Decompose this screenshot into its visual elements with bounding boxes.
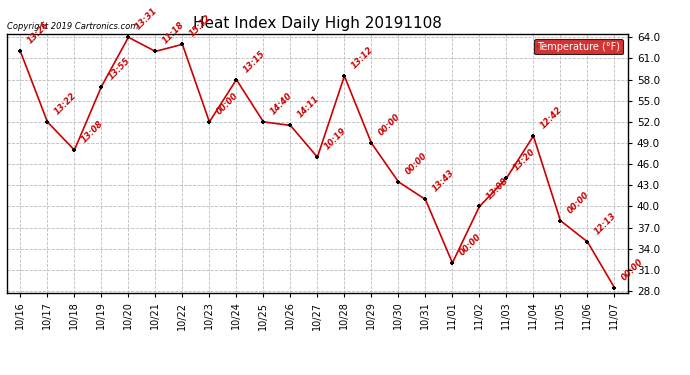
Text: 13:20: 13:20 <box>512 147 538 173</box>
Text: 13:22: 13:22 <box>53 91 79 116</box>
Text: 12:42: 12:42 <box>539 105 564 130</box>
Point <box>42 119 53 125</box>
Point <box>123 34 134 40</box>
Text: 00:00: 00:00 <box>404 151 429 176</box>
Text: 13:26: 13:26 <box>26 21 51 46</box>
Point <box>501 175 512 181</box>
Point <box>15 48 26 54</box>
Point <box>231 76 242 82</box>
Text: 10:19: 10:19 <box>323 126 348 152</box>
Point <box>582 239 593 245</box>
Text: 11:18: 11:18 <box>161 21 186 46</box>
Text: 13:31: 13:31 <box>134 6 159 32</box>
Text: 13:15: 13:15 <box>242 49 267 74</box>
Title: Heat Index Daily High 20191108: Heat Index Daily High 20191108 <box>193 16 442 31</box>
Text: Copyright 2019 Cartronics.com: Copyright 2019 Cartronics.com <box>7 22 138 31</box>
Text: 14:40: 14:40 <box>269 91 295 116</box>
Point <box>609 285 620 291</box>
Point <box>474 204 485 210</box>
Point <box>528 133 539 139</box>
Text: 00:00: 00:00 <box>620 256 645 282</box>
Text: 12:13: 12:13 <box>593 211 618 236</box>
Point <box>339 73 350 79</box>
Text: 00:00: 00:00 <box>566 190 591 215</box>
Point <box>204 119 215 125</box>
Legend: Temperature (°F): Temperature (°F) <box>534 39 623 54</box>
Text: 13:08: 13:08 <box>80 119 106 144</box>
Point <box>312 154 323 160</box>
Text: 00:00: 00:00 <box>377 112 402 138</box>
Text: 13:08: 13:08 <box>485 176 511 201</box>
Point <box>555 217 566 223</box>
Text: 15:32: 15:32 <box>188 13 213 39</box>
Point <box>177 41 188 47</box>
Point <box>420 196 431 202</box>
Point <box>447 260 458 266</box>
Point <box>285 122 296 128</box>
Text: 00:00: 00:00 <box>215 91 240 116</box>
Point <box>96 84 107 90</box>
Text: 14:11: 14:11 <box>296 94 322 120</box>
Text: 00:00: 00:00 <box>458 232 483 257</box>
Text: 13:55: 13:55 <box>107 56 132 81</box>
Point <box>69 147 80 153</box>
Point <box>366 140 377 146</box>
Point <box>393 179 404 185</box>
Text: 13:12: 13:12 <box>350 45 375 70</box>
Point <box>258 119 269 125</box>
Point <box>150 48 161 54</box>
Text: 13:43: 13:43 <box>431 168 456 194</box>
